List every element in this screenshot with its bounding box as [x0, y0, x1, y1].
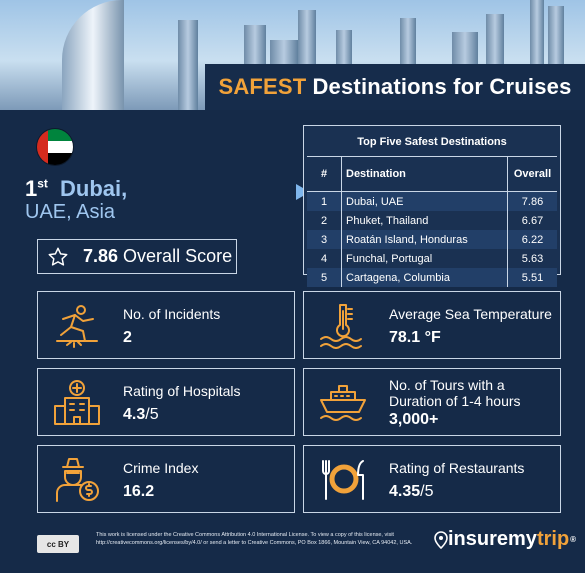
hospitals-value-suffix: /5 — [145, 406, 159, 423]
row-rank: 2 — [320, 214, 328, 227]
column-header-overall: Overall — [507, 156, 557, 192]
table-title: Top Five Safest Destinations — [357, 136, 507, 148]
row-rank: 3 — [307, 230, 342, 249]
incidents-card: No. of Incidents 2 — [37, 291, 295, 359]
rank-suffix: st — [37, 176, 48, 191]
row-rank: 5 — [307, 268, 342, 287]
sea-temperature-card: Average Sea Temperature 78.1 °F — [303, 291, 561, 359]
hospital-icon — [50, 377, 104, 427]
region-name: UAE, Asia — [25, 201, 116, 223]
table-row: 2 Phuket, Thailand 6.67 — [307, 211, 557, 230]
thermometer-waves-icon — [316, 300, 370, 350]
row-destination: Dubai, UAE — [341, 191, 508, 211]
column-header-rank: # — [307, 156, 342, 192]
sea-temperature-value: 78.1 °F — [389, 329, 441, 346]
top-five-table: Top Five Safest Destinations # Destinati… — [303, 125, 561, 287]
hospitals-value: 4.3 — [123, 406, 146, 423]
crime-label: Crime Index — [123, 460, 199, 476]
tours-card: No. of Tours with a Duration of 1-4 hour… — [303, 368, 561, 436]
restaurants-value: 4.35 — [389, 483, 421, 500]
hospitals-value-group: 4.3/5 — [123, 406, 159, 424]
cruise-ship-icon — [316, 377, 370, 427]
overall-score-value: 7.86 — [83, 246, 119, 266]
crime-value: 16.2 — [123, 483, 155, 500]
hospitals-label: Rating of Hospitals — [123, 383, 241, 399]
row-rank: 1 — [307, 191, 342, 211]
brand-name-b: trip — [536, 528, 570, 550]
restaurants-label: Rating of Restaurants — [389, 460, 525, 476]
license-text: This work is licensed under the Creative… — [96, 532, 413, 546]
title-rest: Destinations for Cruises — [312, 74, 572, 99]
burglar-icon — [50, 454, 104, 504]
table-row: 4 Funchal, Portugal 5.63 — [307, 249, 557, 268]
slip-fall-icon — [50, 300, 104, 350]
incidents-label: No. of Incidents — [123, 306, 221, 322]
row-overall: 6.67 — [507, 211, 557, 230]
rank-heading: 1st Dubai, — [25, 176, 127, 202]
row-overall: 5.51 — [507, 268, 557, 287]
rank-number: 1 — [25, 176, 38, 201]
table-row: 3 Roatán Island, Honduras 6.22 — [307, 230, 557, 249]
title-accent: SAFEST — [218, 74, 307, 99]
cc-by-badge-icon: cc BY — [37, 535, 79, 553]
row-destination: Phuket, Thailand — [341, 211, 508, 230]
tours-value: 3,000+ — [389, 411, 439, 428]
row-rank: 4 — [320, 252, 328, 265]
location-pin-icon — [434, 530, 448, 549]
overall-score-label: Overall Score — [123, 246, 233, 266]
row-overall: 7.86 — [507, 191, 557, 211]
row-destination: Funchal, Portugal — [341, 249, 508, 268]
city-name: Dubai, — [60, 176, 128, 201]
brand-name-a: insuremy — [448, 528, 537, 550]
crime-card: Crime Index 16.2 — [37, 445, 295, 513]
uae-flag-icon — [36, 128, 74, 166]
brand-registered: ® — [570, 535, 577, 544]
row-overall: 5.63 — [507, 249, 557, 268]
overall-score-box: 7.86 Overall Score — [37, 239, 237, 274]
table-header-row: # Destination Overall — [307, 156, 557, 192]
incidents-value: 2 — [123, 329, 132, 346]
plate-cutlery-icon — [316, 454, 370, 504]
tours-label: No. of Tours with a Duration of 1-4 hour… — [389, 377, 521, 409]
row-destination: Cartagena, Columbia — [341, 268, 508, 287]
restaurants-value-suffix: /5 — [420, 483, 434, 500]
table-row: 5 Cartagena, Columbia 5.51 — [307, 268, 557, 287]
brand-logo: insuremy trip ® — [434, 528, 576, 551]
star-icon — [43, 246, 73, 268]
hospitals-card: Rating of Hospitals 4.3/5 — [37, 368, 295, 436]
restaurants-value-group: 4.35/5 — [389, 483, 433, 501]
page-title: SAFEST Destinations for Cruises — [205, 64, 585, 110]
sea-temperature-label: Average Sea Temperature — [389, 306, 552, 322]
row-destination: Roatán Island, Honduras — [341, 230, 508, 249]
column-header-destination: Destination — [341, 156, 508, 192]
restaurants-card: Rating of Restaurants 4.35/5 — [303, 445, 561, 513]
table-row: 1 Dubai, UAE 7.86 — [307, 191, 557, 211]
row-overall: 6.22 — [507, 230, 557, 249]
